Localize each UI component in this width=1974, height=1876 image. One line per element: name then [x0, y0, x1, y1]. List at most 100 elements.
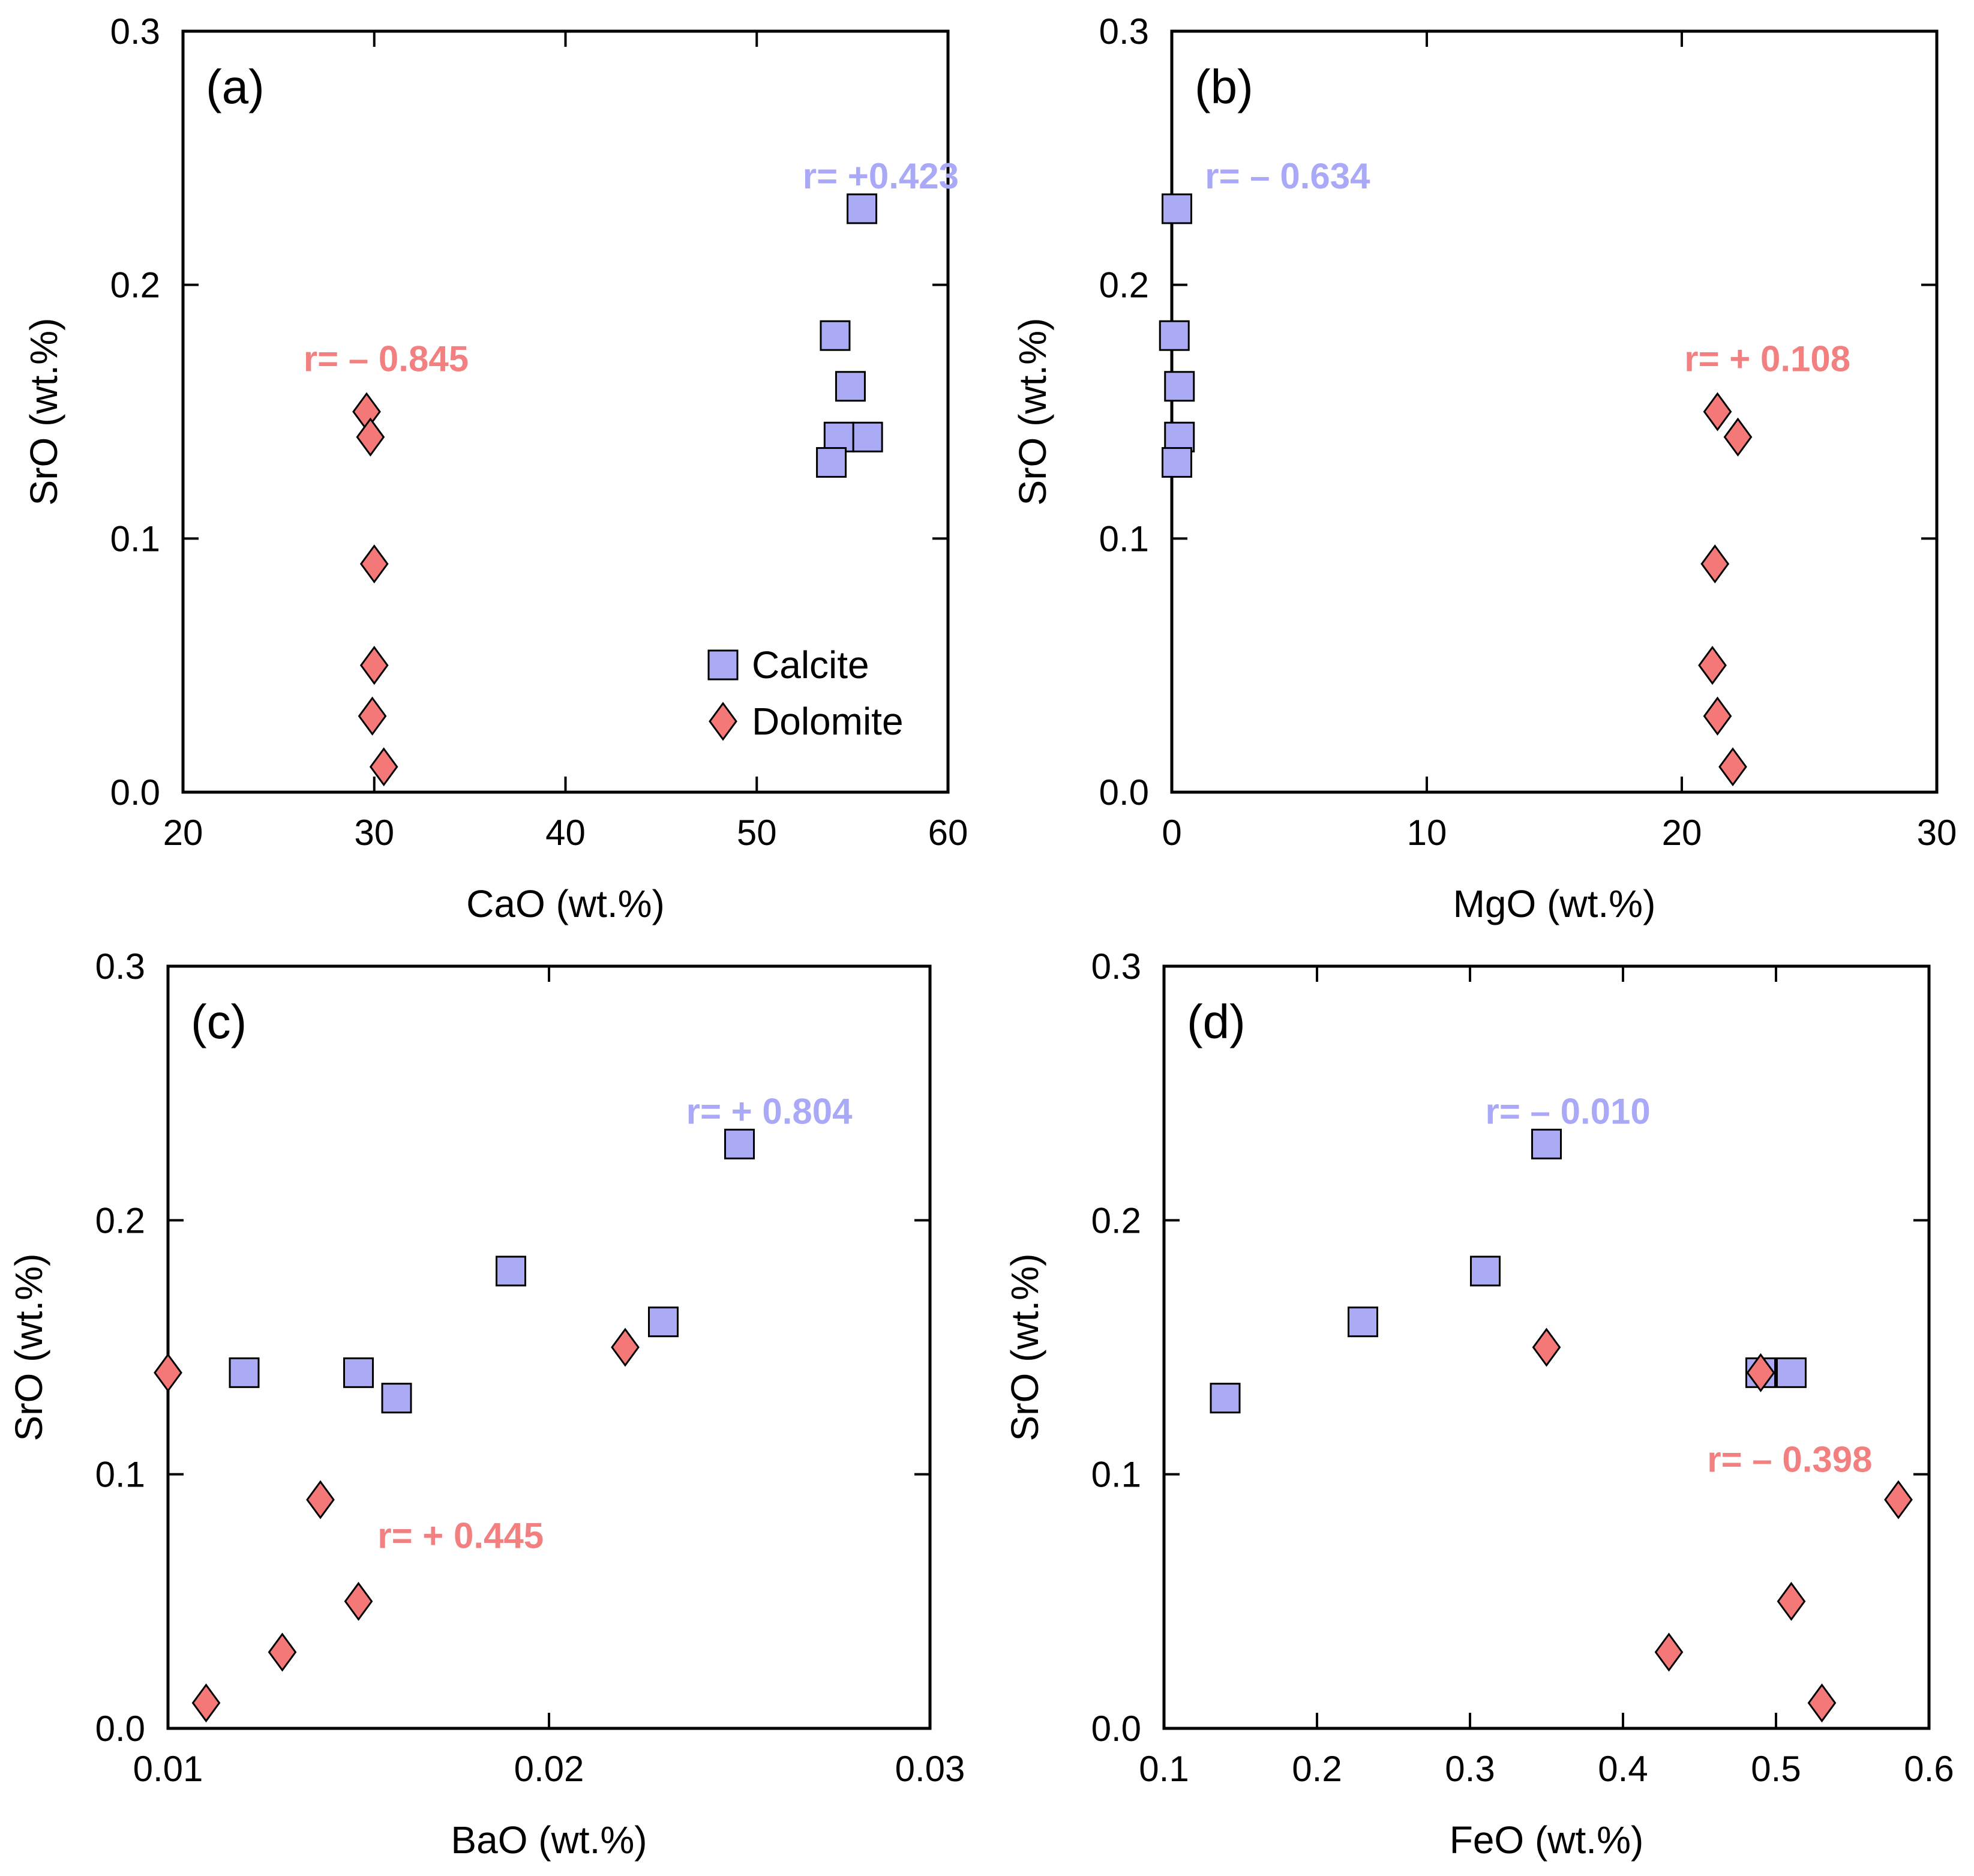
dolomite-point-d	[1777, 1581, 1806, 1621]
y-tick-label-a: 0.1	[110, 519, 160, 559]
calcite-point-c	[343, 1357, 374, 1388]
dolomite-point-c	[154, 1353, 182, 1392]
dolomite-r-label-d: r= – 0.398	[1707, 1439, 1872, 1479]
dolomite-point-a	[359, 646, 389, 685]
x-axis-label-a: CaO (wt.%)	[466, 882, 665, 925]
y-tick-label-c: 0.2	[95, 1200, 145, 1240]
dolomite-point-b	[1703, 392, 1732, 431]
panel-label-d: (d)	[1187, 995, 1246, 1048]
x-tick-label-a: 50	[737, 813, 777, 853]
y-tick-label-a: 0.2	[110, 265, 160, 305]
dolomite-point-a	[359, 544, 389, 584]
dolomite-point-c	[191, 1683, 221, 1723]
dolomite-point-d	[1746, 1353, 1775, 1392]
dolomite-point-c	[611, 1327, 640, 1367]
dolomite-point-a	[356, 417, 385, 457]
calcite-point-c	[229, 1357, 260, 1388]
dolomite-point-a	[358, 696, 387, 736]
dolomite-point-c	[306, 1480, 335, 1520]
x-tick-label-d: 0.2	[1292, 1749, 1342, 1789]
plot-frame-b	[1170, 29, 1939, 794]
x-tick-label-c: 0.02	[514, 1749, 584, 1789]
y-tick-label-b: 0.2	[1099, 265, 1149, 305]
x-tick-label-c: 0.01	[133, 1749, 203, 1789]
y-axis-label-b: SrO (wt.%)	[1011, 318, 1054, 506]
dolomite-point-b	[1718, 747, 1747, 787]
x-tick-label-a: 30	[354, 813, 394, 853]
x-tick-label-d: 0.6	[1904, 1749, 1954, 1789]
calcite-point-a	[835, 371, 866, 402]
calcite-point-a	[820, 320, 851, 351]
calcite-point-b	[1164, 371, 1195, 402]
calcite-point-d	[1470, 1255, 1501, 1287]
legend-calcite-marker	[707, 649, 739, 681]
calcite-point-c	[648, 1306, 679, 1338]
calcite-r-label-b: r= – 0.634	[1205, 156, 1370, 196]
y-tick-label-d: 0.1	[1091, 1455, 1141, 1495]
calcite-point-b	[1159, 320, 1190, 351]
panel-b: 0 10 20 30 0.0 0.1 0.2 0.3 MgO (wt.%) SrO (wt.%) (…	[1011, 11, 1957, 925]
panel-label-b: (b)	[1195, 60, 1253, 113]
plot-frame-d	[1162, 964, 1931, 1730]
x-tick-label-c: 0.03	[895, 1749, 965, 1789]
x-axis-label-d: FeO (wt.%)	[1450, 1818, 1644, 1862]
y-tick-label-d: 0.0	[1091, 1709, 1141, 1749]
y-axis-label-d: SrO (wt.%)	[1003, 1254, 1046, 1442]
panel-label-c: (c)	[191, 995, 247, 1048]
y-tick-label-d: 0.2	[1091, 1200, 1141, 1240]
legend-dolomite-label: Dolomite	[752, 700, 904, 743]
calcite-r-label-a: r= +0.423	[803, 156, 959, 196]
y-axis-label-a: SrO (wt.%)	[22, 318, 65, 506]
calcite-point-c	[381, 1383, 412, 1414]
y-axis-label-c: SrO (wt.%)	[7, 1254, 50, 1442]
calcite-point-a	[852, 421, 883, 452]
dolomite-point-a	[369, 747, 398, 787]
calcite-point-b	[1162, 193, 1192, 224]
calcite-r-label-d: r= – 0.010	[1486, 1091, 1651, 1131]
x-axis-label-b: MgO (wt.%)	[1453, 882, 1656, 925]
y-tick-label-d: 0.3	[1091, 946, 1141, 987]
dolomite-point-d	[1884, 1480, 1913, 1520]
calcite-point-c	[496, 1255, 526, 1287]
legend-calcite-label: Calcite	[752, 643, 869, 687]
y-tick-label-a: 0.3	[110, 11, 160, 52]
y-tick-label-c: 0.0	[95, 1709, 145, 1749]
y-tick-label-b: 0.1	[1099, 519, 1149, 559]
x-tick-label-b: 30	[1917, 813, 1957, 853]
dolomite-r-label-c: r= + 0.445	[377, 1515, 544, 1556]
calcite-point-a	[847, 193, 878, 224]
dolomite-r-label-b: r= + 0.108	[1684, 338, 1850, 379]
panel-a: 20 30 40 50 60 0.0 0.1 0.2 0.3 CaO (wt.%) SrO (wt.…	[22, 11, 968, 925]
calcite-point-d	[1531, 1128, 1562, 1159]
x-tick-label-a: 40	[545, 813, 586, 853]
calcite-point-d	[1348, 1306, 1378, 1338]
calcite-point-d	[1210, 1383, 1241, 1414]
calcite-point-a	[816, 447, 847, 478]
x-tick-label-a: 60	[928, 813, 968, 853]
dolomite-point-c	[344, 1581, 373, 1621]
x-tick-label-d: 0.3	[1445, 1749, 1495, 1789]
dolomite-point-d	[1654, 1632, 1684, 1672]
x-tick-label-b: 0	[1162, 813, 1181, 853]
legend-dolomite-marker	[709, 702, 737, 741]
x-tick-label-b: 10	[1407, 813, 1447, 853]
x-tick-label-d: 0.1	[1139, 1749, 1189, 1789]
x-tick-label-d: 0.5	[1751, 1749, 1801, 1789]
dolomite-point-c	[268, 1632, 297, 1672]
legend: Calcite Dolomite	[707, 643, 904, 743]
calcite-point-c	[724, 1128, 755, 1159]
dolomite-point-d	[1532, 1327, 1561, 1367]
panel-label-a: (a)	[206, 60, 265, 113]
calcite-point-b	[1162, 447, 1192, 478]
x-tick-label-d: 0.4	[1598, 1749, 1648, 1789]
x-axis-label-c: BaO (wt.%)	[451, 1818, 647, 1862]
x-tick-label-a: 20	[163, 813, 203, 853]
y-tick-label-b: 0.0	[1099, 772, 1149, 813]
y-tick-label-c: 0.3	[95, 946, 145, 987]
calcite-point-d	[1776, 1357, 1807, 1388]
dolomite-point-b	[1700, 544, 1730, 584]
x-tick-label-b: 20	[1662, 813, 1702, 853]
